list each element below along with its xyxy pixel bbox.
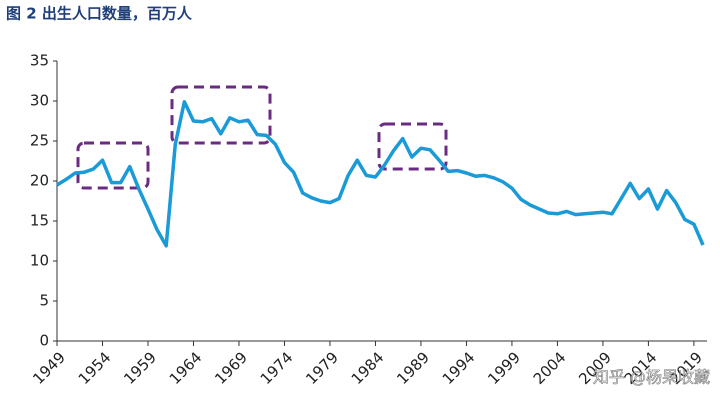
y-tick-label: 20 — [30, 172, 49, 190]
y-tick-label: 25 — [30, 132, 49, 150]
x-tick-label: 1974 — [257, 348, 297, 388]
highlight-box — [170, 85, 272, 145]
y-tick-label: 0 — [39, 332, 49, 350]
y-tick-label: 35 — [30, 52, 49, 70]
data-line — [56, 100, 705, 248]
highlight-box — [377, 122, 448, 171]
watermark: 知乎 @杨果收藏 — [593, 368, 710, 387]
x-tick-label: 1979 — [302, 348, 342, 388]
x-tick-label: 1999 — [484, 348, 524, 388]
x-tick-label: 1954 — [75, 348, 115, 388]
highlight-box — [76, 141, 150, 190]
y-tick-label: 10 — [30, 252, 49, 270]
y-tick-label: 15 — [30, 212, 49, 230]
x-tick-label: 1989 — [393, 348, 433, 388]
x-tick-label: 1969 — [211, 348, 251, 388]
x-tick-label: 1994 — [439, 348, 479, 388]
x-tick-label: 1949 — [29, 348, 69, 388]
x-tick-label: 1959 — [120, 348, 160, 388]
y-tick-label: 5 — [39, 292, 49, 310]
x-tick-label: 1984 — [348, 348, 388, 388]
y-tick-label: 30 — [30, 92, 49, 110]
chart-title: 图 2 出生人口数量，百万人 — [6, 5, 193, 23]
x-tick-label: 1964 — [166, 348, 206, 388]
x-tick-label: 2004 — [530, 348, 570, 388]
